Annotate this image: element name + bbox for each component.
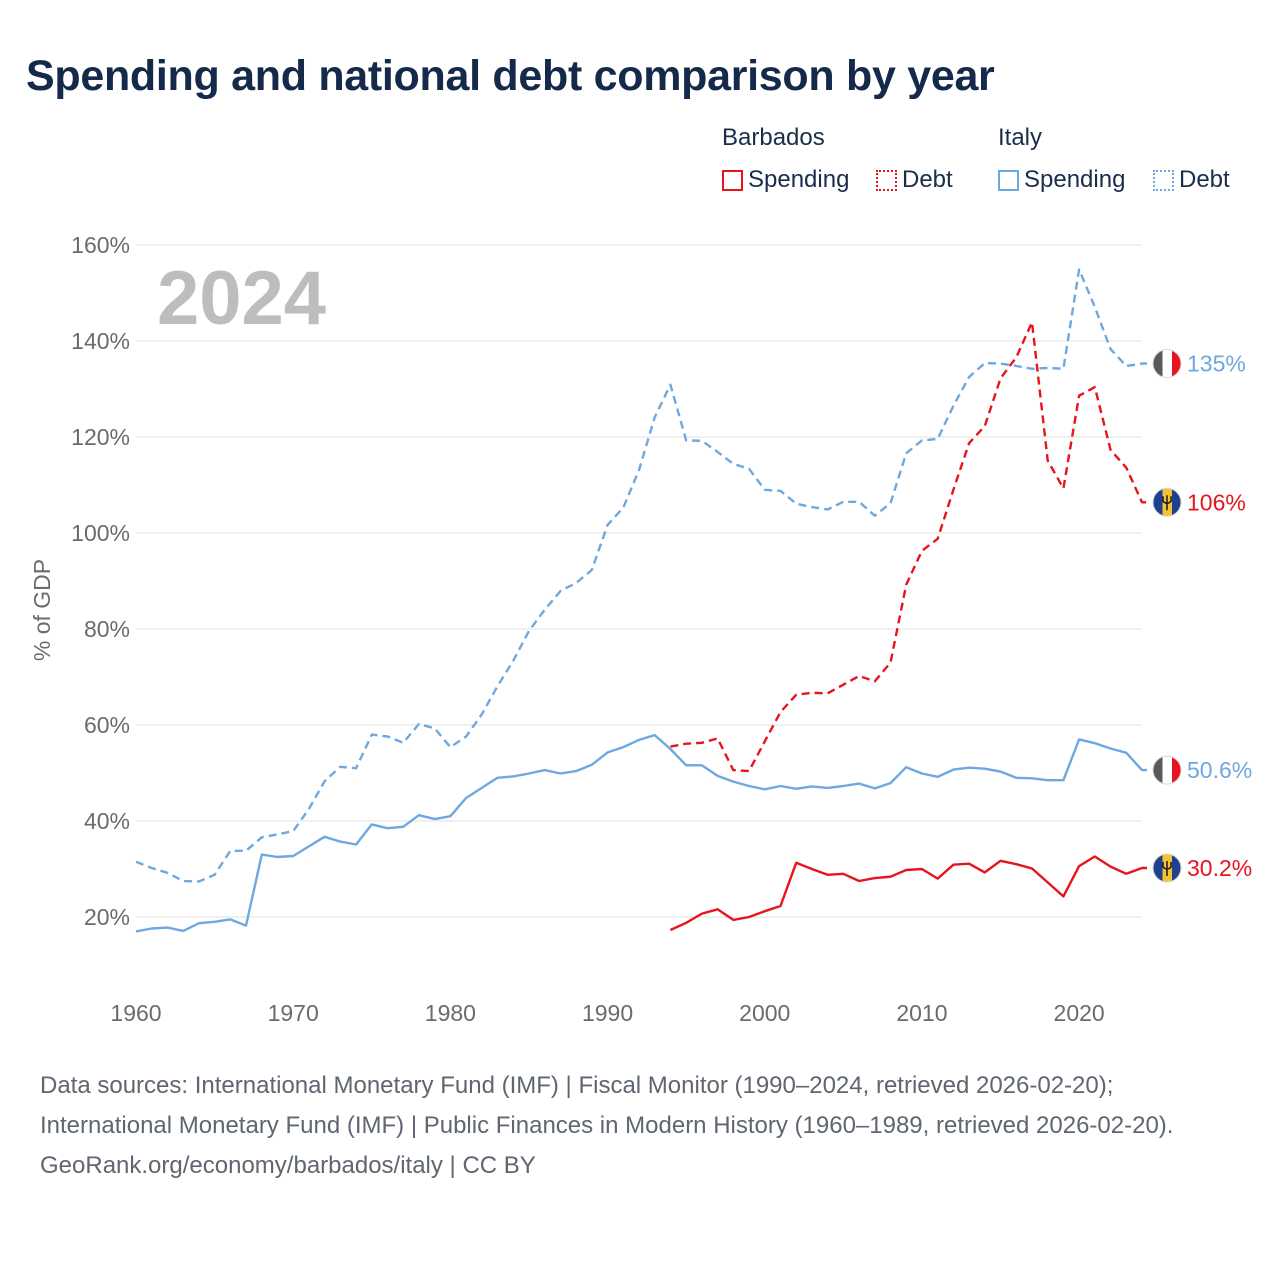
legend-label: Spending <box>1024 166 1126 193</box>
y-tick-label: 160% <box>71 232 130 258</box>
italy-flag-icon <box>1152 755 1182 785</box>
x-tick-label: 2000 <box>739 1000 790 1026</box>
credit-link[interactable]: GeoRank.org/economy/barbados/italy | CC … <box>40 1152 536 1179</box>
series-lines <box>135 268 1147 933</box>
y-tick-label: 120% <box>71 424 130 450</box>
data-sources: Data sources: International Monetary Fun… <box>40 1072 1174 1139</box>
legend-swatch-solid-icon <box>722 169 743 191</box>
legend-swatch-dotted-icon <box>1153 169 1174 191</box>
x-tick-label: 1970 <box>268 1000 319 1026</box>
legend-item-barbados-spending[interactable]: Spending <box>722 166 849 194</box>
line-chart: 2024 % of GDP 20% 40% 60% 80% 100% 120% 140% 16… <box>29 232 1252 1026</box>
end-value-label: 135% <box>1187 351 1246 377</box>
series-line-italy-spending[interactable] <box>135 733 1147 933</box>
x-tick-label: 2010 <box>896 1000 947 1026</box>
legend-item-barbados-debt[interactable]: Debt <box>876 166 953 194</box>
legend-swatch-dotted-icon <box>876 169 897 191</box>
end-value-label: 50.6% <box>1187 757 1252 783</box>
italy-flag-icon <box>1152 349 1182 379</box>
end-labels: 135% 106% 50.6% 30.2% <box>1152 349 1252 883</box>
end-value-label: 30.2% <box>1187 855 1252 881</box>
legend-group-barbados: Barbados <box>722 124 825 151</box>
x-tick-label: 1990 <box>582 1000 633 1026</box>
series-line-italy-debt[interactable] <box>135 268 1147 883</box>
legend-label: Spending <box>748 166 850 193</box>
x-tick-label: 1980 <box>425 1000 476 1026</box>
gridlines <box>136 244 1142 918</box>
x-tick-label: 2020 <box>1054 1000 1105 1026</box>
barbados-flag-icon <box>1152 487 1182 517</box>
year-watermark: 2024 <box>157 256 326 341</box>
legend-label: Debt <box>1179 166 1230 193</box>
y-tick-label: 140% <box>71 328 130 354</box>
y-tick-label: 80% <box>84 616 130 642</box>
y-tick-label: 60% <box>84 712 130 738</box>
legend-swatch-solid-icon <box>998 169 1019 191</box>
y-axis-label: % of GDP <box>29 559 55 661</box>
legend-item-italy-spending[interactable]: Spending <box>998 166 1125 194</box>
y-tick-label: 40% <box>84 808 130 834</box>
footer: Data sources: International Monetary Fun… <box>40 1066 1240 1186</box>
legend-item-italy-debt[interactable]: Debt <box>1153 166 1230 194</box>
chart-title: Spending and national debt comparison by… <box>26 52 995 100</box>
axis-ticks: 20% 40% 60% 80% 100% 120% 140% 160% 1960 1970 1980… <box>71 232 1105 1026</box>
legend-group-italy: Italy <box>998 124 1043 151</box>
y-tick-label: 100% <box>71 520 130 546</box>
end-value-label: 106% <box>1187 489 1246 515</box>
legend-label: Debt <box>902 166 953 193</box>
x-tick-label: 1960 <box>110 1000 161 1026</box>
y-tick-label: 20% <box>84 904 130 930</box>
barbados-flag-icon <box>1152 853 1182 883</box>
series-line-barbados-debt[interactable] <box>670 321 1147 773</box>
series-line-barbados-spending[interactable] <box>669 855 1147 932</box>
